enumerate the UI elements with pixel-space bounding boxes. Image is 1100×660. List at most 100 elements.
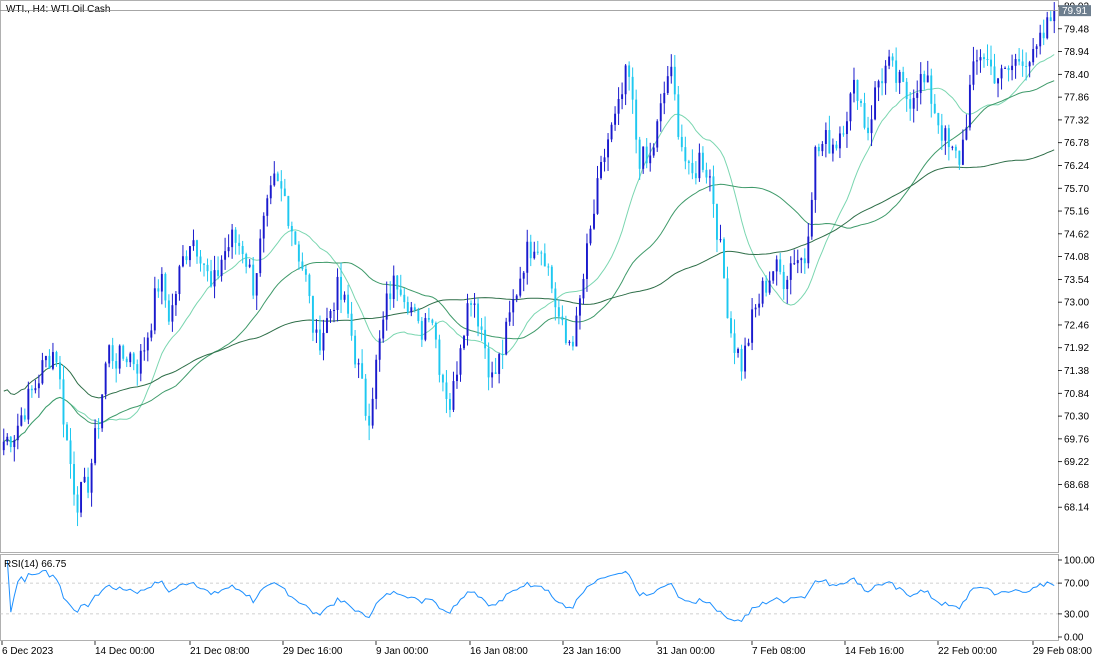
chart-title: WTI., H4: WTI Oil Cash bbox=[6, 4, 110, 15]
candle-body bbox=[311, 296, 314, 333]
candle-body bbox=[34, 388, 37, 391]
candle-body bbox=[923, 74, 926, 83]
candle-body bbox=[708, 176, 711, 178]
candle-body bbox=[765, 280, 768, 293]
candle-body bbox=[55, 352, 58, 363]
candle-body bbox=[297, 244, 300, 262]
candle-body bbox=[104, 363, 107, 395]
candle-body bbox=[333, 309, 335, 312]
candle-body bbox=[385, 293, 388, 320]
time-tick-label: 16 Jan 08:00 bbox=[470, 646, 528, 657]
candle-body bbox=[983, 57, 985, 60]
candle-body bbox=[406, 302, 409, 313]
candle-body bbox=[424, 318, 427, 340]
candle-body bbox=[919, 74, 922, 94]
candle-body bbox=[775, 259, 778, 272]
candle-body bbox=[972, 61, 975, 85]
candle-body bbox=[37, 383, 40, 389]
candle-body bbox=[726, 278, 729, 319]
candle-body bbox=[719, 239, 722, 241]
candle-body bbox=[831, 144, 834, 154]
rsi-tick-label: 70.00 bbox=[1064, 579, 1089, 590]
candle-body bbox=[944, 128, 947, 141]
candle-body bbox=[947, 128, 950, 148]
candle-body bbox=[192, 240, 195, 247]
time-tick-label: 6 Dec 2023 bbox=[2, 646, 54, 657]
candle-body bbox=[645, 146, 648, 164]
price-tick-label: 77.32 bbox=[1064, 115, 1089, 126]
candle-body bbox=[80, 482, 83, 513]
candle-body bbox=[610, 124, 613, 140]
candle-body bbox=[213, 270, 216, 287]
candle-body bbox=[129, 353, 132, 363]
ma-fast-line bbox=[3, 54, 1055, 443]
candle-body bbox=[248, 264, 251, 267]
candle-body bbox=[575, 315, 578, 347]
candle-body bbox=[877, 81, 880, 88]
candle-body bbox=[652, 147, 655, 156]
candle-body bbox=[965, 127, 968, 140]
candle-body bbox=[673, 66, 676, 95]
candle-body bbox=[210, 271, 213, 287]
candle-body bbox=[803, 258, 806, 264]
price-tick-label: 68.68 bbox=[1064, 480, 1089, 491]
candle-body bbox=[459, 348, 462, 375]
candle-body bbox=[59, 362, 61, 380]
candle-body bbox=[241, 246, 244, 255]
candle-body bbox=[69, 440, 72, 465]
candle-body bbox=[361, 363, 364, 379]
rsi-tick-label: 0.00 bbox=[1064, 633, 1084, 644]
candle-body bbox=[874, 87, 877, 120]
candle-body bbox=[550, 266, 553, 289]
candle-body bbox=[389, 293, 392, 300]
candle-body bbox=[800, 258, 803, 261]
price-tick-label: 70.30 bbox=[1064, 412, 1089, 423]
candle-body bbox=[171, 305, 174, 322]
candle-body bbox=[132, 353, 135, 365]
candle-body bbox=[1021, 61, 1024, 66]
candle-body bbox=[796, 260, 799, 264]
candle-body bbox=[733, 333, 736, 353]
candle-body bbox=[262, 215, 265, 239]
candle-body bbox=[1014, 59, 1017, 66]
candle-body bbox=[160, 273, 163, 292]
candle-body bbox=[245, 254, 248, 267]
candle-body bbox=[276, 173, 279, 182]
candle-body bbox=[593, 213, 595, 229]
price-tick-label: 75.16 bbox=[1064, 207, 1089, 218]
candle-body bbox=[466, 303, 469, 336]
candle-body bbox=[586, 243, 588, 279]
candle-body bbox=[410, 307, 413, 313]
candle-body bbox=[884, 65, 887, 84]
rsi-line bbox=[6, 559, 1055, 623]
last-price-tag: 79.91 bbox=[0, 5, 1091, 17]
last-price-box bbox=[1059, 5, 1091, 17]
candle-body bbox=[326, 318, 328, 333]
candle-body bbox=[118, 345, 121, 369]
candle-body bbox=[392, 275, 395, 300]
candle-body bbox=[143, 350, 146, 352]
candle-body bbox=[828, 130, 831, 154]
candle-body bbox=[659, 103, 662, 122]
candle-body bbox=[427, 318, 430, 320]
candle-body bbox=[227, 247, 230, 252]
candle-body bbox=[628, 65, 631, 77]
candle-body bbox=[1007, 67, 1010, 71]
candle-body bbox=[487, 348, 490, 378]
price-tick-label: 74.08 bbox=[1064, 252, 1089, 263]
candle-body bbox=[526, 241, 529, 273]
time-tick-label: 22 Feb 00:00 bbox=[938, 646, 997, 657]
ma-mid-line bbox=[3, 80, 1055, 443]
candle-body bbox=[768, 280, 771, 293]
candle-body bbox=[185, 256, 188, 261]
candle-body bbox=[540, 252, 543, 254]
candle-body bbox=[238, 242, 241, 247]
candle-body bbox=[990, 59, 992, 67]
candle-body bbox=[494, 372, 497, 374]
candle-body bbox=[635, 99, 638, 140]
candle-body bbox=[638, 139, 641, 169]
candle-body bbox=[266, 198, 269, 216]
candle-body bbox=[94, 428, 97, 464]
candle-body bbox=[624, 65, 627, 95]
